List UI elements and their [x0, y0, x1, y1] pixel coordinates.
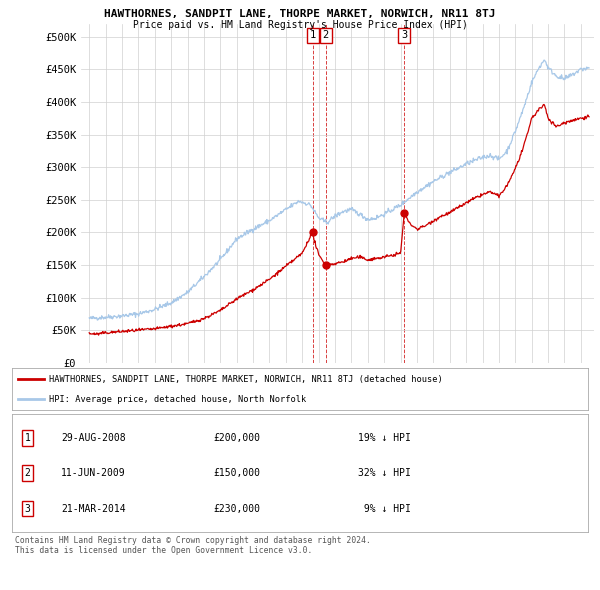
Text: 2: 2 — [25, 468, 31, 478]
Text: 11-JUN-2009: 11-JUN-2009 — [61, 468, 125, 478]
Text: 9% ↓ HPI: 9% ↓ HPI — [358, 504, 410, 513]
Text: 2: 2 — [323, 31, 329, 41]
Text: 29-AUG-2008: 29-AUG-2008 — [61, 433, 125, 442]
Text: HPI: Average price, detached house, North Norfolk: HPI: Average price, detached house, Nort… — [49, 395, 307, 404]
Text: £150,000: £150,000 — [214, 468, 260, 478]
Text: 21-MAR-2014: 21-MAR-2014 — [61, 504, 125, 513]
Text: HAWTHORNES, SANDPIT LANE, THORPE MARKET, NORWICH, NR11 8TJ: HAWTHORNES, SANDPIT LANE, THORPE MARKET,… — [104, 9, 496, 19]
Text: 32% ↓ HPI: 32% ↓ HPI — [358, 468, 410, 478]
Text: 19% ↓ HPI: 19% ↓ HPI — [358, 433, 410, 442]
Text: £230,000: £230,000 — [214, 504, 260, 513]
Text: 1: 1 — [25, 433, 31, 442]
Text: Price paid vs. HM Land Registry's House Price Index (HPI): Price paid vs. HM Land Registry's House … — [133, 20, 467, 30]
Text: Contains HM Land Registry data © Crown copyright and database right 2024.
This d: Contains HM Land Registry data © Crown c… — [15, 536, 371, 555]
Text: HAWTHORNES, SANDPIT LANE, THORPE MARKET, NORWICH, NR11 8TJ (detached house): HAWTHORNES, SANDPIT LANE, THORPE MARKET,… — [49, 375, 443, 384]
Text: 1: 1 — [310, 31, 316, 41]
Text: 3: 3 — [25, 504, 31, 513]
Text: £200,000: £200,000 — [214, 433, 260, 442]
Text: 3: 3 — [401, 31, 407, 41]
